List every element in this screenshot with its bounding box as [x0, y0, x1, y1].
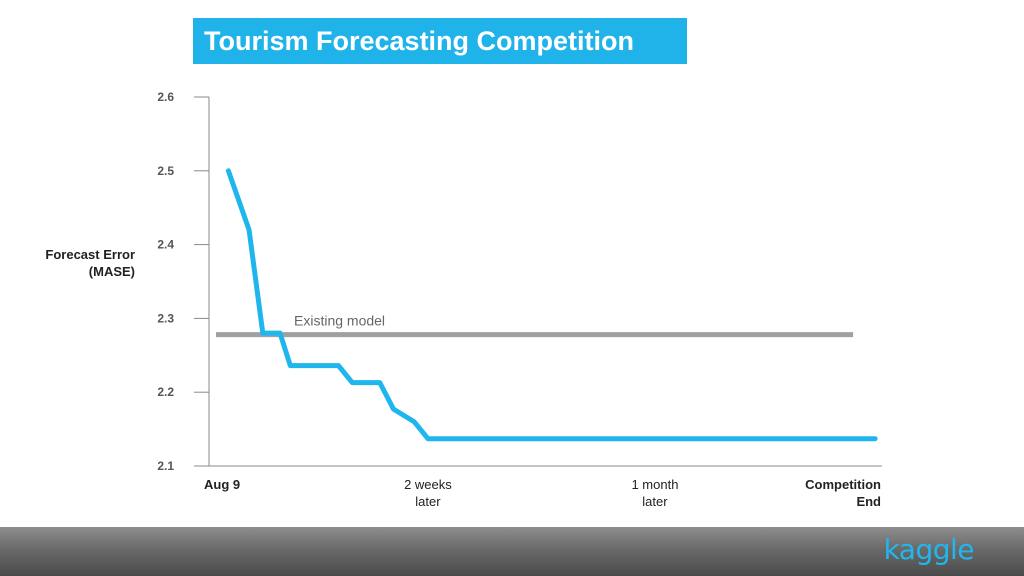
y-axis-label-line-2: (MASE): [88, 264, 135, 279]
footer-bar: kaggle: [0, 527, 1024, 576]
chart-title: Tourism Forecasting Competition: [204, 25, 635, 56]
forecast-error-series-line: [225, 168, 878, 442]
x-tick-label: 1 month: [631, 477, 678, 492]
y-tick-label: 2.1: [157, 459, 174, 473]
x-tick-label: later: [642, 494, 668, 509]
x-tick-label: 2 weeks: [404, 477, 452, 492]
y-tick-label: 2.3: [157, 311, 174, 325]
line-chart: 2.6 2.5 2.4 2.3 2.2 2.1 Aug 9 2 weeks later 1 mon…: [157, 90, 882, 509]
y-tick-label: 2.2: [157, 385, 174, 399]
kaggle-logo: kaggle: [883, 533, 975, 566]
x-tick-label: Aug 9: [204, 477, 240, 492]
y-tick-label: 2.6: [157, 90, 174, 104]
y-axis-label: Forecast Error (MASE): [45, 246, 135, 280]
x-tick-label: Competition: [805, 477, 881, 492]
x-tick-label: later: [415, 494, 441, 509]
title-banner: Tourism Forecasting Competition: [193, 18, 687, 64]
y-tick-label: 2.4: [157, 238, 174, 252]
x-tick-label: End: [856, 494, 881, 509]
existing-model-label: Existing model: [294, 313, 385, 329]
y-tick-label: 2.5: [157, 164, 174, 178]
y-axis-label-line-1: Forecast Error: [45, 247, 135, 262]
